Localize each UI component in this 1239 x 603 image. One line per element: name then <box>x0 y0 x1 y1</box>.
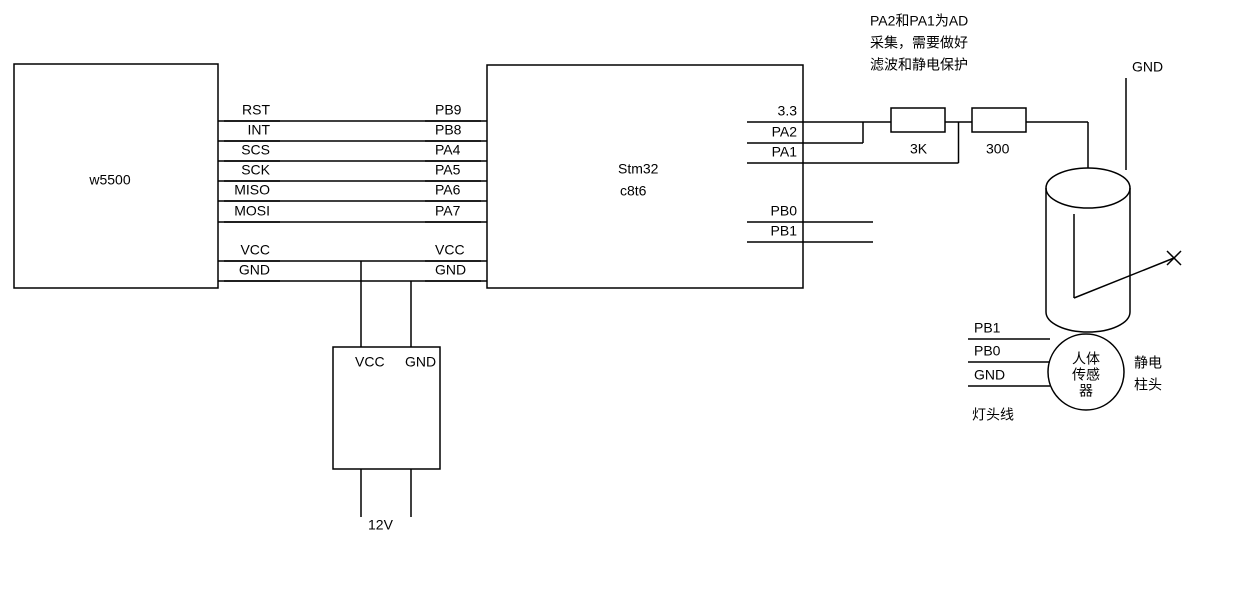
w5500-pin-int: INT <box>247 122 270 138</box>
w5500-pin-mosi: MOSI <box>234 203 270 219</box>
mcu-pin-pa7: PA7 <box>435 203 461 219</box>
mcu-rpin-pa2: PA2 <box>772 124 798 140</box>
r1-value: 3K <box>910 141 928 157</box>
w5500-label: w5500 <box>88 172 130 188</box>
note-line1: PA2和PA1为AD <box>870 13 968 29</box>
psu-gnd-label: GND <box>405 354 436 370</box>
cyl-inner-to-x <box>1074 258 1174 298</box>
sensor-l1: 人体 <box>1072 351 1100 367</box>
sensor-side2: 柱头 <box>1134 377 1162 393</box>
mcu-rpin-pa1: PA1 <box>772 144 798 160</box>
stm32-label1: Stm32 <box>618 161 659 177</box>
mcu-rpin-pb1: PB1 <box>771 223 798 239</box>
cylinder-top <box>1046 168 1130 208</box>
w5500-pin-rst: RST <box>242 102 270 118</box>
w5500-pin-scs: SCS <box>241 142 270 158</box>
sensor-bottom-label: 灯头线 <box>972 407 1014 423</box>
note-line3: 滤波和静电保护 <box>870 57 968 73</box>
mcu-pin-pb9: PB9 <box>435 102 462 118</box>
sensor-side1: 静电 <box>1134 355 1162 371</box>
sensor-l3: 器 <box>1079 383 1093 399</box>
mcu-pin-pb8: PB8 <box>435 122 462 138</box>
resistor-r1 <box>891 108 945 132</box>
resistor-r2 <box>972 108 1026 132</box>
mcu-pin-pa4: PA4 <box>435 142 461 158</box>
mcu-pin-pa5: PA5 <box>435 162 461 178</box>
psu-voltage-label: 12V <box>368 517 394 533</box>
r2-value: 300 <box>986 141 1010 157</box>
mcu-pin-vcc: VCC <box>435 242 465 258</box>
psu-vcc-label: VCC <box>355 354 385 370</box>
cylinder-bottom <box>1046 312 1130 332</box>
sensor-pin-pb1: PB1 <box>974 320 1001 336</box>
w5500-pin-vcc: VCC <box>240 242 270 258</box>
mcu-pin-gnd: GND <box>435 262 466 278</box>
gnd-top-label: GND <box>1132 59 1163 75</box>
stm32-label2: c8t6 <box>620 183 647 199</box>
mcu-rpin-33: 3.3 <box>778 103 798 119</box>
sensor-pin-gnd: GND <box>974 367 1005 383</box>
note-line2: 采集，需要做好 <box>870 35 968 51</box>
mcu-pin-pa6: PA6 <box>435 182 461 198</box>
mcu-rpin-pb0: PB0 <box>771 203 798 219</box>
sensor-l2: 传感 <box>1072 367 1100 383</box>
w5500-pin-miso: MISO <box>234 182 270 198</box>
sensor-pin-pb0: PB0 <box>974 343 1001 359</box>
w5500-pin-gnd: GND <box>239 262 270 278</box>
w5500-pin-sck: SCK <box>241 162 270 178</box>
